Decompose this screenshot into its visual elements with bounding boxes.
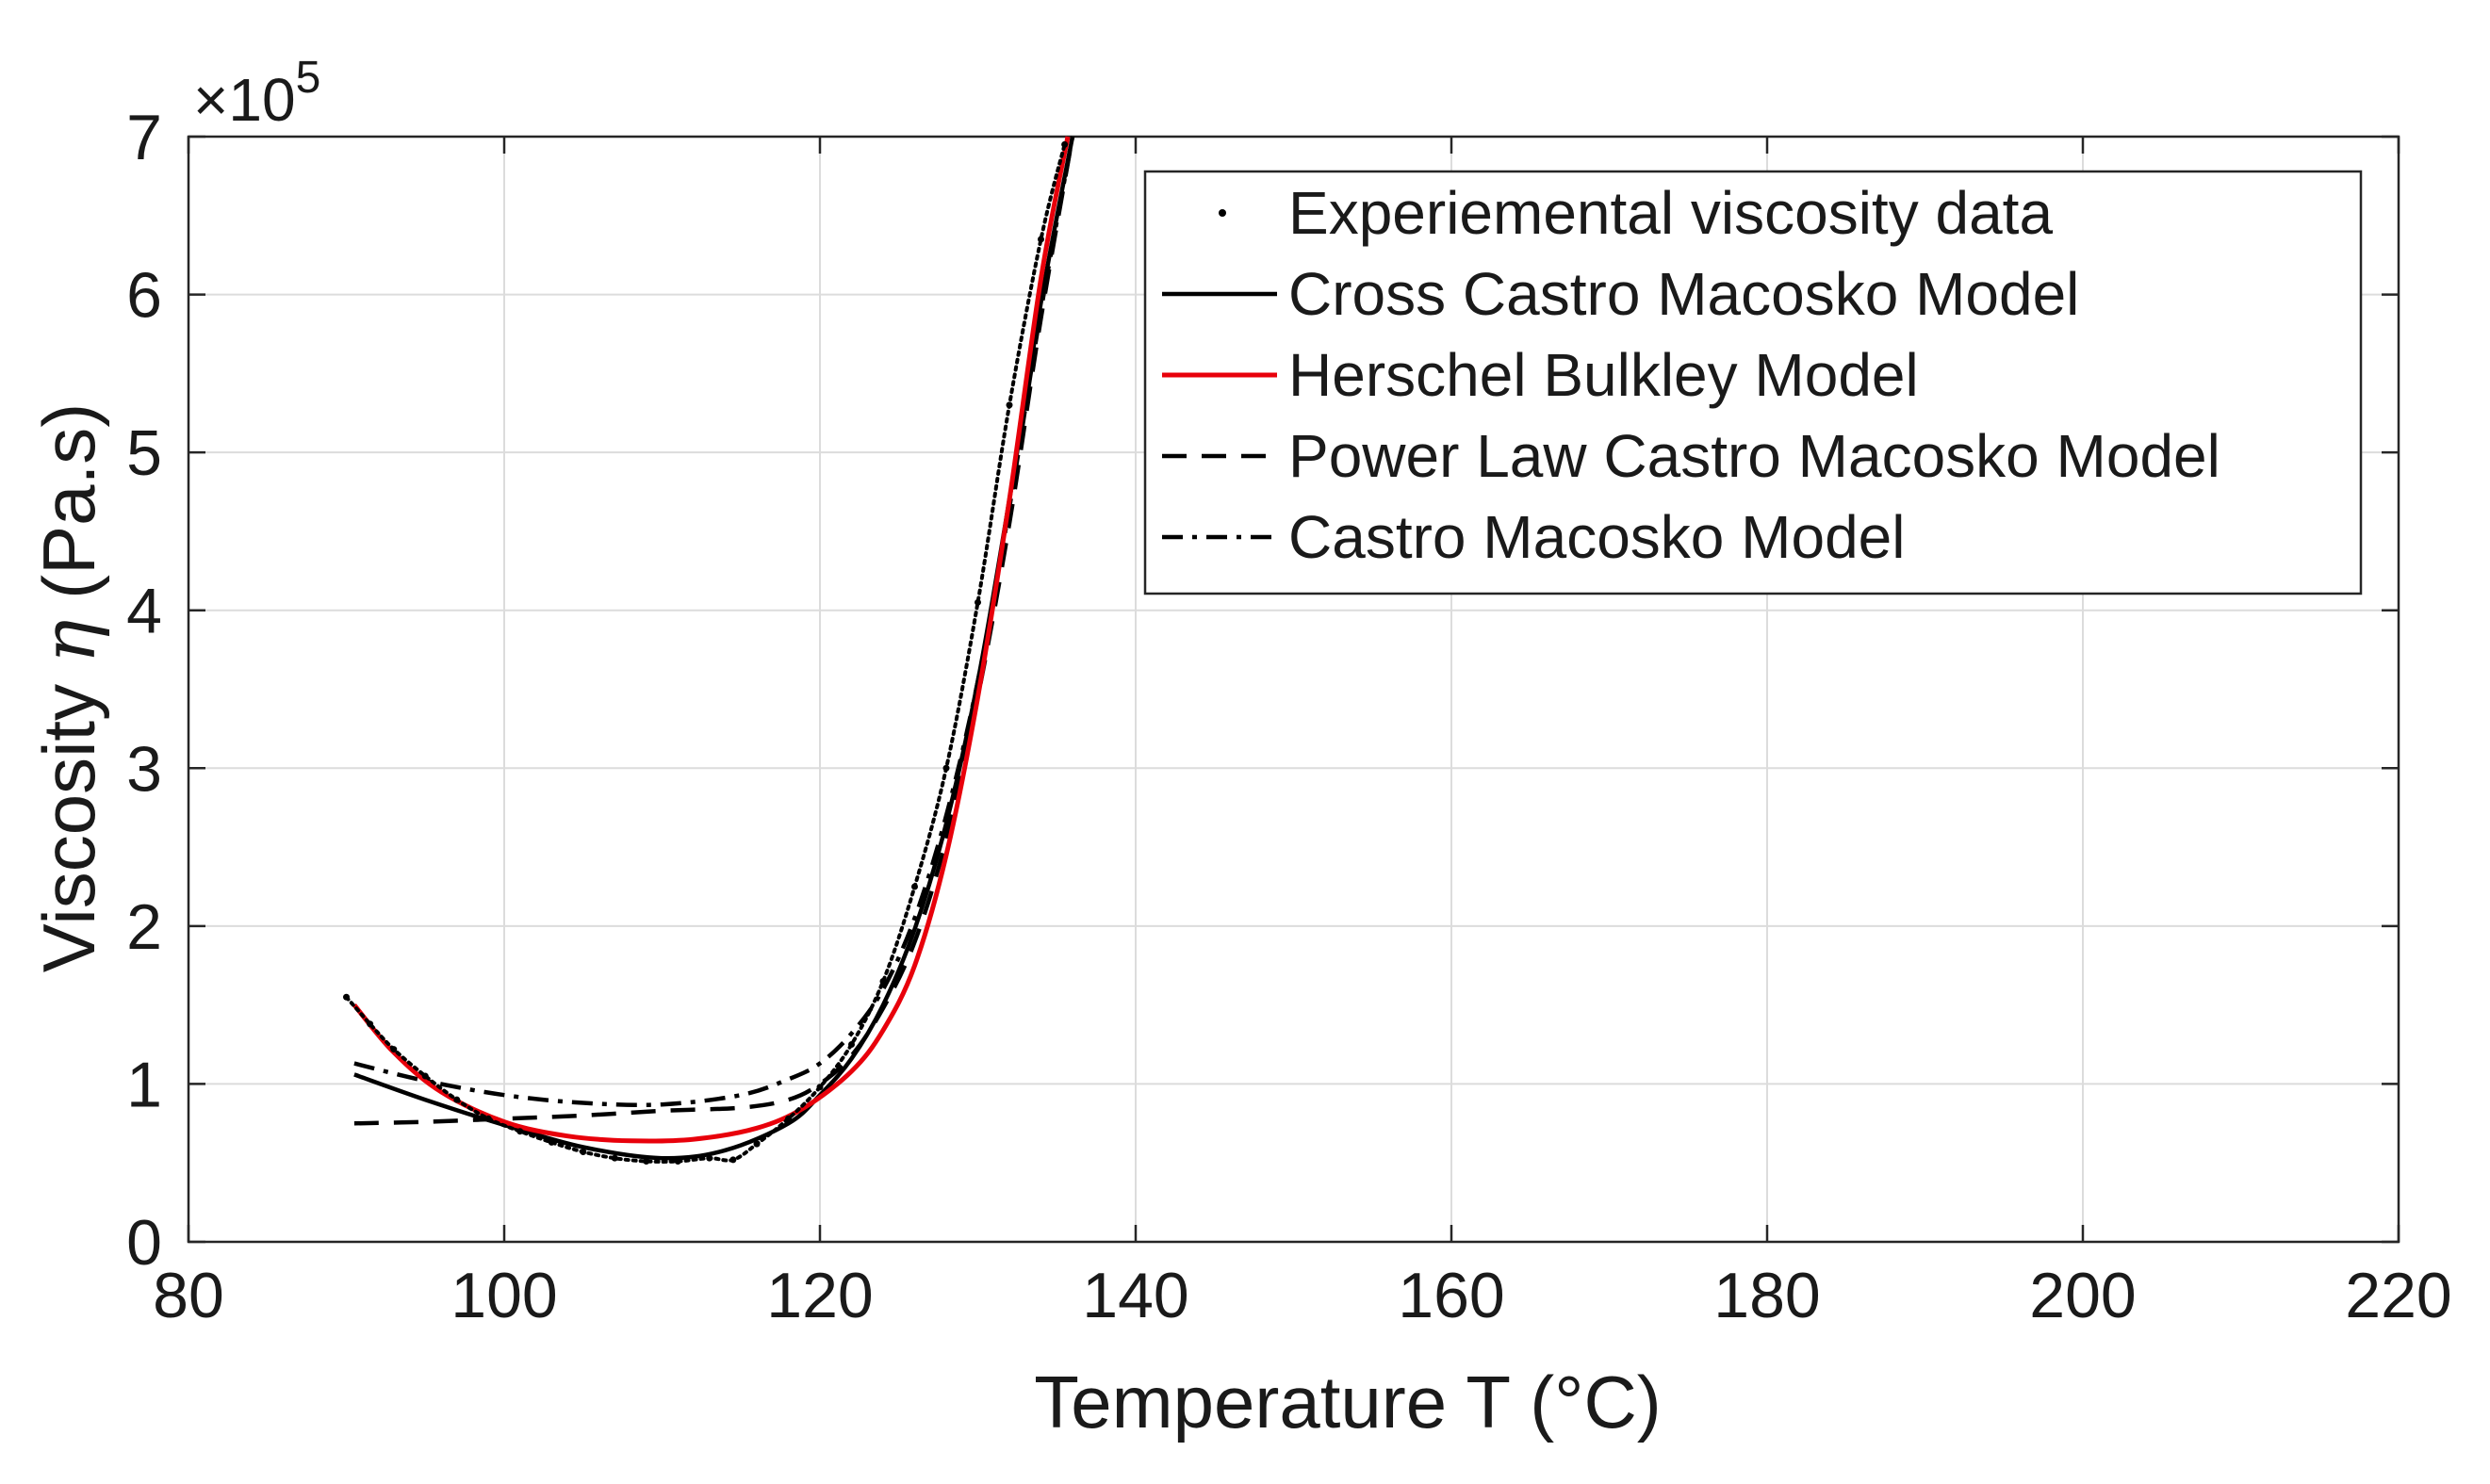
legend-label: Cross Castro Macosko Model [1288,260,2079,328]
legend-label: Experiemental viscosity data [1288,179,2053,247]
legend-marker [1219,209,1226,217]
data-point [753,1140,761,1148]
y-axis-label-unit: (Pa.s) [27,403,110,599]
y-tick-label: 6 [126,260,162,332]
y-tick-label: 1 [126,1049,162,1120]
y-axis-label: Viscosity η (Pa.s) [27,403,112,972]
y-tick-label: 2 [126,891,162,963]
data-point [975,598,981,606]
y-exponent-prefix: ×10 [193,66,296,134]
data-point [911,883,918,890]
data-point [453,1096,461,1103]
y-tick-label: 7 [126,102,162,173]
data-point [611,1154,618,1162]
data-point [421,1072,429,1080]
data-point [1006,401,1013,409]
y-tick-label: 0 [126,1207,162,1279]
legend-label: Power Law Castro Macosko Model [1288,422,2220,490]
axis-labels: ×105 Temperature T (°C) Viscosity η (Pa.… [27,53,1662,1443]
data-point [343,993,350,1001]
data-point [484,1115,492,1122]
data-point [942,764,950,772]
data-point [729,1156,737,1164]
x-tick-label: 80 [153,1260,224,1331]
legend-label: Herschel Bulkley Model [1288,341,1919,409]
data-point [1061,140,1069,148]
x-axis-label-text: Temperature [1034,1361,1447,1443]
x-tick-label: 160 [1398,1260,1504,1331]
data-point [706,1154,713,1162]
x-tick-label: 200 [2029,1260,2136,1331]
legend-label: Castro Macosko Model [1288,503,1905,571]
data-point [580,1148,587,1155]
data-point [785,1115,792,1122]
data-point [548,1138,555,1146]
x-tick-label: 180 [1713,1260,1820,1331]
data-point [390,1046,398,1053]
y-tick-label: 4 [126,576,162,647]
legend-entry: Herschel Bulkley Model [1162,341,1919,409]
legend-entry: Experiemental viscosity data [1219,179,2053,247]
legend-entry: Castro Macosko Model [1162,503,1905,571]
data-point [816,1084,824,1091]
data-point [674,1158,681,1166]
data-point [367,1020,374,1028]
series-experimental-points [343,140,1069,1166]
x-tick-label: 120 [766,1260,873,1331]
y-tick-label: 5 [126,417,162,489]
x-tick-label: 100 [450,1260,557,1331]
data-point [1038,236,1044,243]
plot-frame [187,135,2400,1244]
data-point [643,1158,650,1166]
data-point [879,978,887,986]
x-axis-label: Temperature T (°C) [1034,1361,1662,1443]
legend: Experiemental viscosity data Cross Castro… [1143,170,2363,595]
legend-box [1143,170,2363,595]
series-line-herschel-bulkley-model [352,136,1071,1144]
data-point [848,1041,855,1049]
y-exponent-label: ×105 [193,53,320,134]
y-tick-label: 3 [126,733,162,805]
legend-entry: Power Law Castro Macosko Model [1162,422,2220,490]
y-exponent-power: 5 [296,53,321,103]
axes: 80 100 120 140 160 180 200 220 0 1 2 3 4 5 6 7 [126,102,2452,1331]
y-axis-label-var: η [27,619,112,663]
x-tick-label: 220 [2345,1260,2451,1331]
series-group [343,136,1075,1166]
x-axis-label-var: T (°C) [1466,1361,1661,1443]
x-tick-label: 140 [1082,1260,1188,1331]
legend-entry: Cross Castro Macosko Model [1162,260,2079,328]
y-axis-label-text: Viscosity [27,684,110,972]
data-point [516,1128,524,1135]
